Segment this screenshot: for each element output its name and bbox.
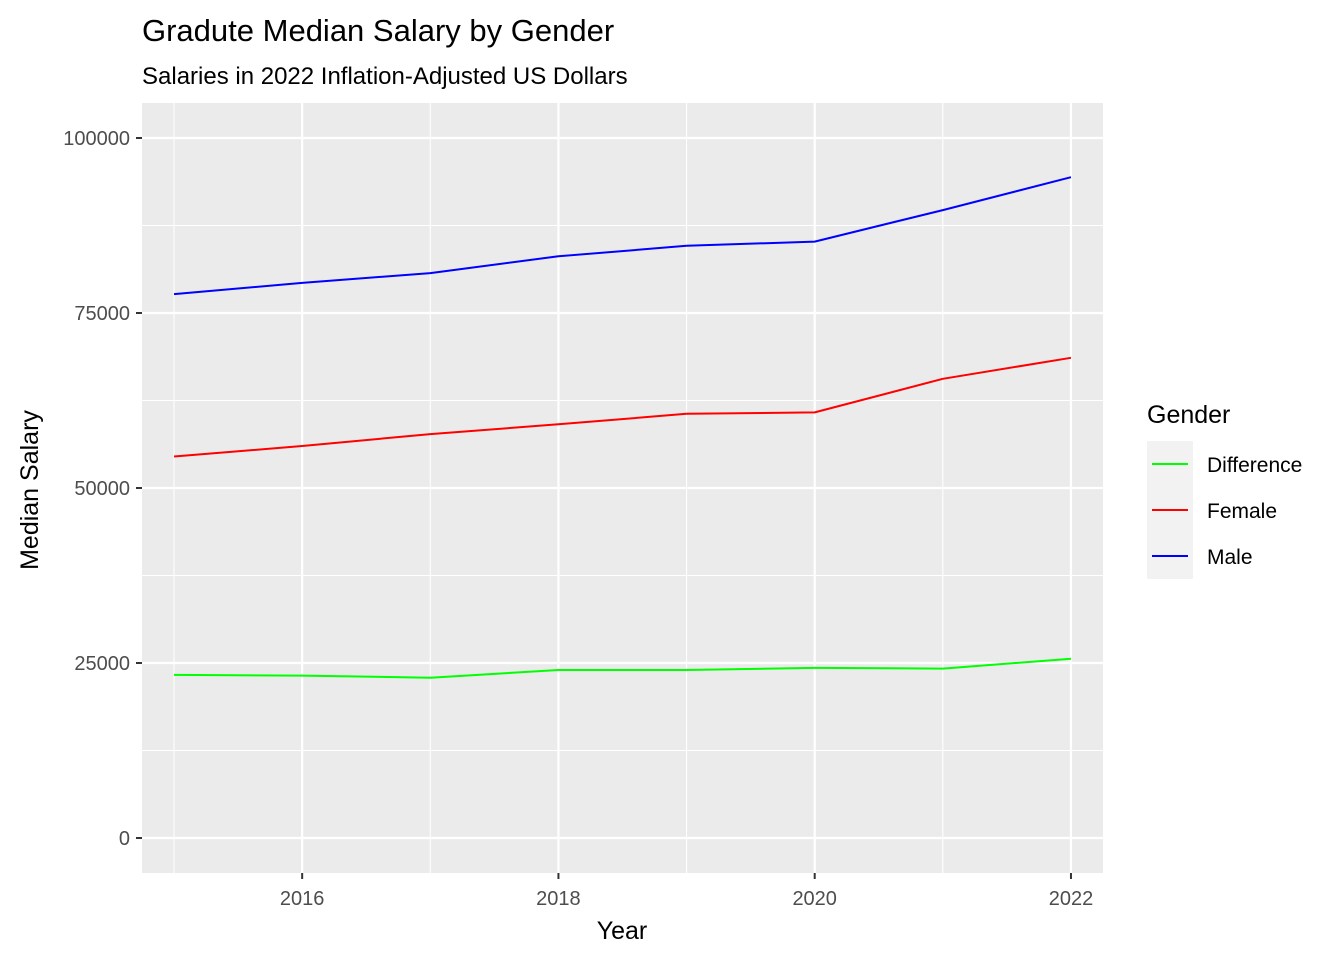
series-line-female bbox=[173, 356, 1072, 458]
series-line-male bbox=[173, 176, 1072, 296]
x-tick-label: 2016 bbox=[280, 888, 325, 910]
y-axis: 0 25000 50000 75000 100000 bbox=[63, 128, 142, 850]
y-tick-label: 100000 bbox=[63, 128, 130, 150]
legend-title: Gender bbox=[1147, 401, 1230, 429]
y-tick-label: 75000 bbox=[74, 303, 130, 325]
x-tick-label: 2018 bbox=[536, 888, 581, 910]
y-axis-label: Median Salary bbox=[16, 410, 44, 570]
chart-title: Gradute Median Salary by Gender bbox=[142, 13, 614, 48]
y-tick-label: 25000 bbox=[74, 653, 130, 675]
x-tick-label: 2022 bbox=[1049, 888, 1094, 910]
major-gridlines bbox=[142, 103, 1103, 873]
legend-label-male: Male bbox=[1207, 546, 1253, 569]
series-lines bbox=[173, 176, 1072, 679]
legend-label-difference: Difference bbox=[1207, 454, 1302, 477]
legend-label-female: Female bbox=[1207, 500, 1277, 523]
x-tick-label: 2020 bbox=[792, 888, 837, 910]
y-tick-label: 0 bbox=[119, 828, 130, 850]
y-tick-label: 50000 bbox=[74, 478, 130, 500]
x-axis: 2016 2018 2020 2022 bbox=[280, 873, 1093, 910]
x-axis-label: Year bbox=[597, 917, 648, 945]
chart-subtitle: Salaries in 2022 Inflation-Adjusted US D… bbox=[142, 63, 628, 90]
series-line-difference bbox=[174, 657, 1072, 679]
legend: Gender Difference Female Male bbox=[1147, 401, 1302, 579]
